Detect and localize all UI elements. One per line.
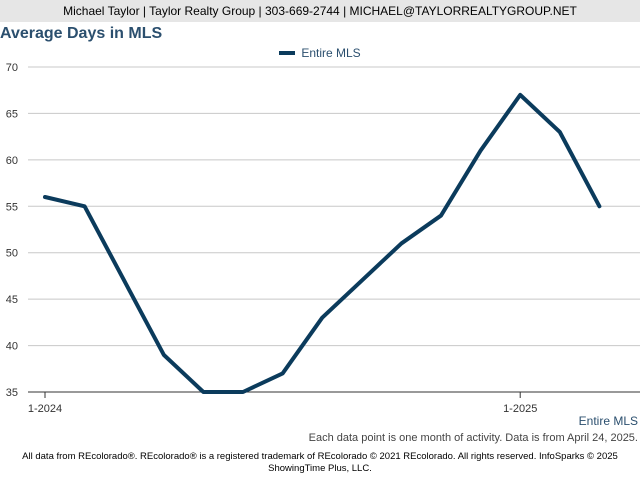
data-point xyxy=(440,215,442,217)
footer-line-1: All data from REcolorado®. REcolorado® i… xyxy=(22,451,618,462)
contact-header: Michael Taylor | Taylor Realty Group | 3… xyxy=(0,0,640,22)
chart-legend: Entire MLS xyxy=(0,46,640,60)
footer-line-2: ShowingTime Plus, LLC. xyxy=(268,463,372,474)
y-tick-label: 50 xyxy=(6,248,18,260)
data-point xyxy=(480,150,482,152)
data-point xyxy=(321,317,323,319)
legend-label: Entire MLS xyxy=(301,46,361,60)
data-point xyxy=(242,391,244,393)
y-tick-label: 70 xyxy=(6,62,18,74)
y-tick-label: 65 xyxy=(6,108,18,120)
data-point xyxy=(519,94,521,96)
data-point xyxy=(202,391,204,393)
contact-text: Michael Taylor | Taylor Realty Group | 3… xyxy=(63,4,577,18)
chart-title: Average Days in MLS xyxy=(0,25,163,42)
data-point xyxy=(163,354,165,356)
data-note: Each data point is one month of activity… xyxy=(308,432,638,444)
data-point xyxy=(598,205,600,207)
legend-swatch xyxy=(279,50,296,55)
data-point xyxy=(123,280,125,282)
y-tick-label: 40 xyxy=(6,341,18,353)
y-tick-label: 45 xyxy=(6,294,18,306)
data-point xyxy=(282,372,284,374)
footer: All data from REcolorado®. REcolorado® i… xyxy=(0,451,640,475)
y-tick-label: 55 xyxy=(6,201,18,213)
data-point xyxy=(559,131,561,133)
data-point xyxy=(44,196,46,198)
series-line-entire-mls xyxy=(43,92,602,394)
y-tick-label: 35 xyxy=(6,387,18,399)
area-label: Entire MLS xyxy=(578,414,638,428)
data-point xyxy=(361,280,363,282)
y-tick-label: 60 xyxy=(6,155,18,167)
x-tick-label: 1-2025 xyxy=(503,403,537,415)
data-point xyxy=(84,205,86,207)
data-point xyxy=(400,242,402,244)
x-tick-label: 1-2024 xyxy=(28,403,62,415)
